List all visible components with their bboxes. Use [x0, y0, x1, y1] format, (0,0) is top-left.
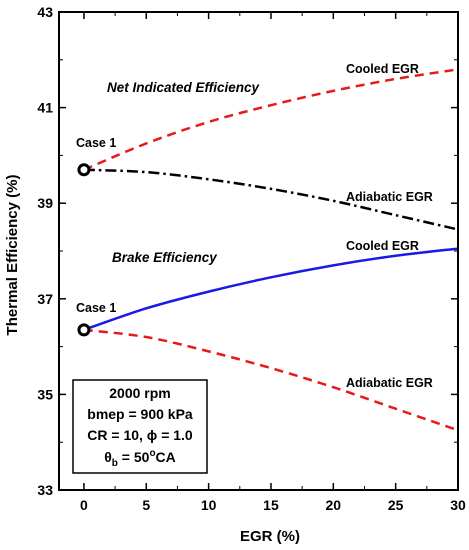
conditions-box-frame — [72, 379, 208, 474]
theta-subscript: b — [112, 458, 118, 469]
x-tick-label: 0 — [80, 497, 88, 513]
theta-symbol: θ — [104, 449, 112, 465]
adiabatic-egr-top-label: Adiabatic EGR — [346, 190, 433, 204]
x-tick-label: 5 — [142, 497, 150, 513]
x-axis-title: EGR (%) — [240, 528, 300, 545]
conditions-burn-duration: θb = 50oCA — [104, 448, 176, 469]
cooled-egr-top-label: Cooled EGR — [346, 62, 419, 76]
net-indicated-efficiency-label: Net Indicated Efficiency — [107, 80, 261, 95]
x-tick-label: 15 — [263, 497, 279, 513]
x-tick-label: 20 — [326, 497, 342, 513]
y-tick-label: 39 — [37, 195, 53, 211]
y-tick-label: 37 — [37, 291, 53, 307]
x-tick-label: 30 — [450, 497, 466, 513]
cooled-egr-bottom-label: Cooled EGR — [346, 239, 419, 253]
y-tick-label: 35 — [37, 386, 53, 402]
series-line-cooled-egr-0 — [83, 68, 459, 171]
series-line-adiabatic-egr-3 — [83, 328, 459, 432]
y-tick-label: 43 — [37, 4, 53, 20]
adiabatic-egr-bottom-label: Adiabatic EGR — [346, 376, 433, 390]
conditions-bmep: bmep = 900 kPa — [87, 406, 193, 422]
y-tick-label: 33 — [37, 482, 53, 498]
y-axis-title: Thermal Efficiency (%) — [4, 175, 21, 336]
conditions-cr-phi: CR = 10, ϕ = 1.0 — [87, 427, 193, 443]
x-tick-label: 10 — [201, 497, 217, 513]
y-tick-label: 41 — [37, 100, 53, 116]
burn-value: = 50 — [118, 449, 150, 465]
tick-layer: 0 5 10 15 20 25 30 33 35 37 39 41 43 — [37, 4, 466, 513]
ca-unit: CA — [156, 449, 176, 465]
conditions-box: 2000 rpm bmep = 900 kPa CR = 10, ϕ = 1.0… — [72, 379, 208, 474]
degree-superscript: o — [149, 448, 155, 459]
case1-bottom-label: Case 1 — [76, 301, 116, 315]
series-layer — [83, 68, 459, 432]
series-line-adiabatic-egr-1 — [83, 168, 459, 231]
case-marker — [77, 323, 91, 337]
brake-efficiency-label: Brake Efficiency — [112, 250, 218, 265]
marker-layer — [77, 163, 91, 337]
x-tick-label: 25 — [388, 497, 404, 513]
series-line-cooled-egr-2 — [83, 247, 459, 332]
conditions-rpm: 2000 rpm — [109, 385, 170, 401]
case1-top-label: Case 1 — [76, 136, 116, 150]
case-marker — [77, 163, 91, 177]
